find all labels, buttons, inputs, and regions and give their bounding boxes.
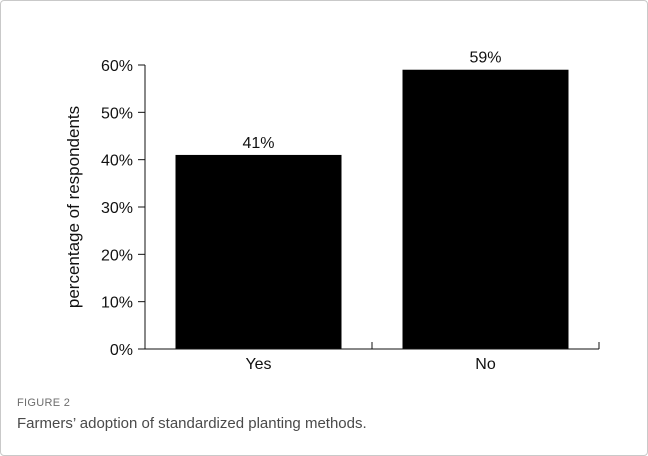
x-tick-label-yes: Yes [245,356,271,373]
bar-no [402,69,569,349]
y-tick-label: 50% [101,105,133,122]
y-tick-label: 40% [101,153,133,170]
figure-label: FIGURE 2 [17,397,71,409]
bar-value-label-no: 59% [469,50,501,67]
y-tick-label: 0% [110,342,133,359]
y-axis-title: percentage of respondents [64,106,83,308]
x-tick-label-no: No [475,356,496,373]
figure-caption: Farmers’ adoption of standardized planti… [17,415,367,432]
bar-value-labels: 41% 59% [242,50,501,152]
bar-value-label-yes: 41% [242,135,274,152]
y-tick-label: 10% [101,295,133,312]
x-axis-ticks: Yes No [245,342,600,373]
y-axis-ticks: 0% 10% 20% 30% 40% 50% 60% [101,58,145,359]
y-tick-label: 20% [101,247,133,264]
bar-yes [175,154,342,349]
bars-group [175,69,569,349]
bar-chart: 0% 10% 20% 30% 40% 50% 60% Yes No 41% 59% percen… [64,50,600,373]
y-tick-label: 30% [101,200,133,217]
y-tick-label: 60% [101,58,133,75]
